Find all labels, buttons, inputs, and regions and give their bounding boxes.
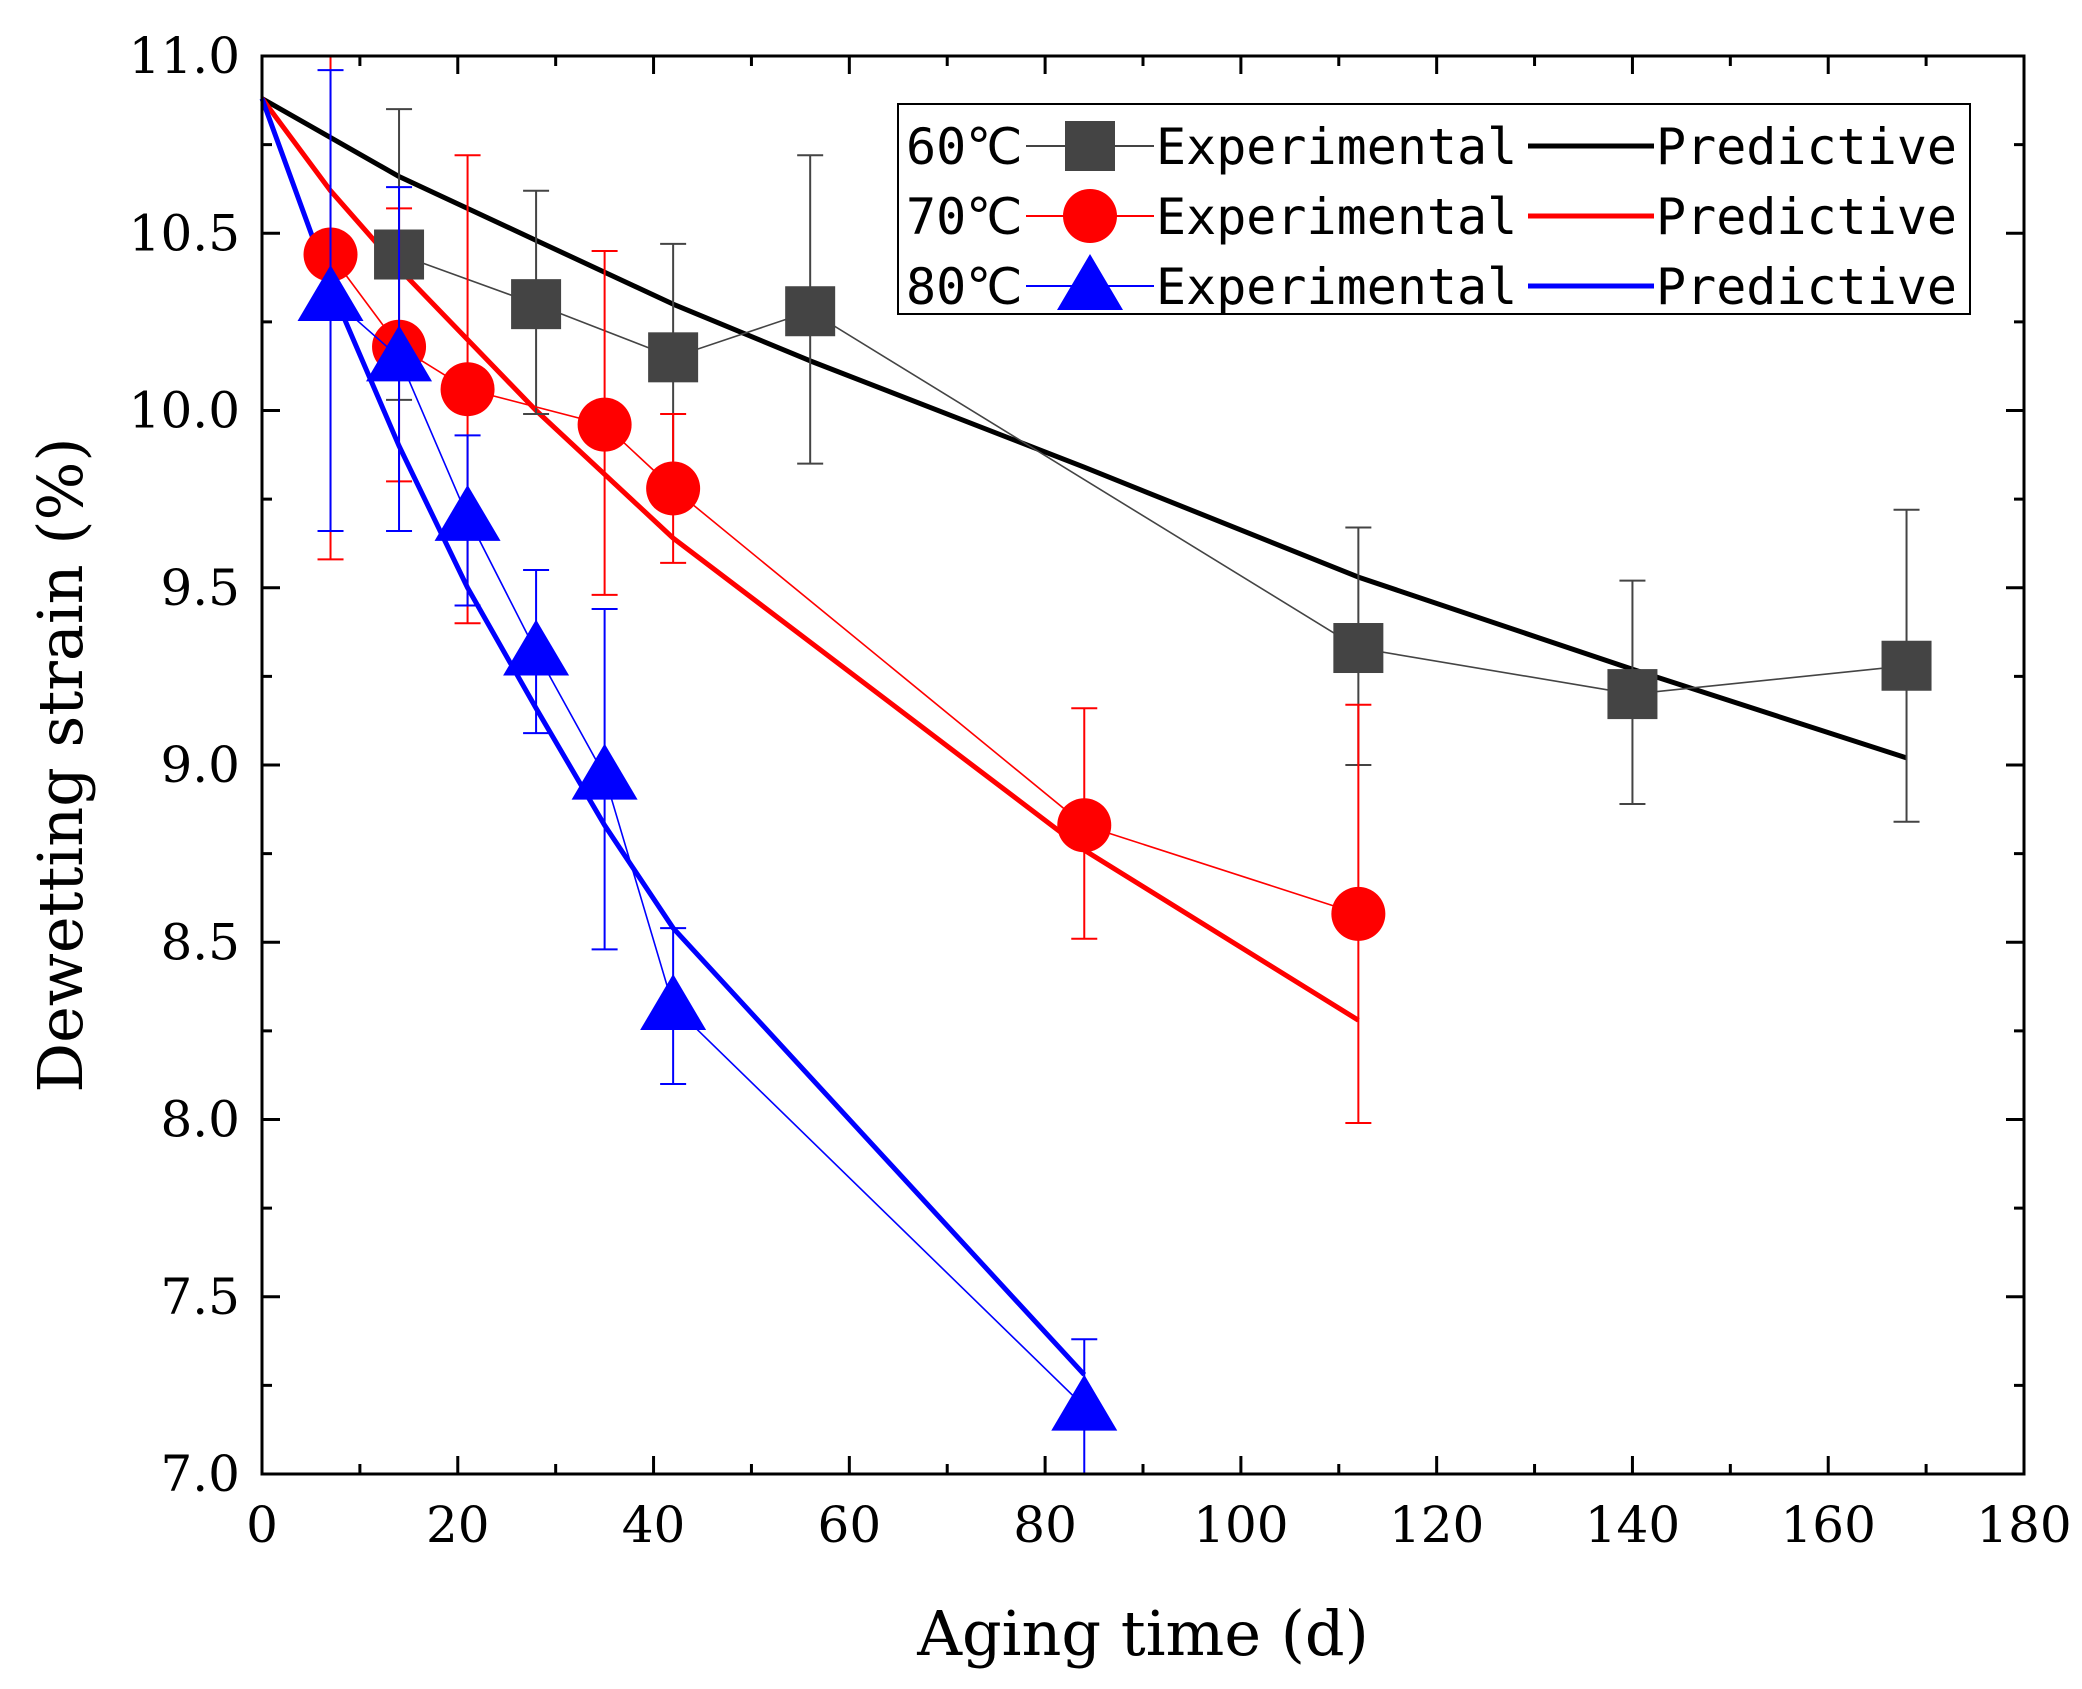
y-tick-label: 9.5 xyxy=(160,559,240,617)
x-tick-label: 140 xyxy=(1585,1496,1680,1554)
legend-temperature: 60℃ xyxy=(906,118,1022,176)
y-tick-label: 11.0 xyxy=(129,27,240,85)
y-axis-label: Dewetting strain (%) xyxy=(24,437,97,1092)
experimental-line-2 xyxy=(329,254,1359,915)
experimental-point xyxy=(648,332,699,383)
legend-pred-label: Predictive xyxy=(1656,258,1957,316)
x-tick-label: 80 xyxy=(1013,1496,1077,1554)
experimental-line-3 xyxy=(329,296,1085,1408)
y-tick-label: 8.5 xyxy=(160,913,240,971)
experimental-point xyxy=(785,286,836,337)
legend-exp-marker xyxy=(1065,121,1115,171)
experimental-point xyxy=(503,619,570,676)
experimental-point xyxy=(1051,1374,1118,1431)
x-tick-label: 20 xyxy=(426,1496,490,1554)
legend-pred-label: Predictive xyxy=(1656,188,1957,246)
legend-pred-label: Predictive xyxy=(1656,118,1957,176)
legend-exp-label: Experimental xyxy=(1156,258,1517,316)
experimental-point xyxy=(434,484,501,541)
experimental-point xyxy=(1881,640,1932,691)
y-tick-label: 10.0 xyxy=(129,382,240,440)
legend-exp-label: Experimental xyxy=(1156,118,1517,176)
experimental-point xyxy=(297,265,364,322)
legend-exp-marker xyxy=(1057,254,1123,310)
y-tick-label: 9.0 xyxy=(160,736,240,794)
experimental-point xyxy=(1607,669,1658,720)
experimental-point xyxy=(577,397,632,452)
x-tick-label: 60 xyxy=(818,1496,882,1554)
experimental-point xyxy=(511,279,562,330)
y-tick-label: 7.5 xyxy=(160,1268,240,1326)
legend-temperature: 80℃ xyxy=(906,258,1022,316)
experimental-point xyxy=(646,461,701,516)
experimental-point xyxy=(571,743,638,800)
legend-exp-label: Experimental xyxy=(1156,188,1517,246)
y-tick-label: 7.0 xyxy=(160,1445,240,1503)
x-tick-label: 180 xyxy=(1976,1496,2071,1554)
y-tick-label: 8.0 xyxy=(160,1091,240,1149)
x-tick-label: 160 xyxy=(1781,1496,1876,1554)
experimental-point xyxy=(1333,623,1384,674)
x-tick-label: 120 xyxy=(1389,1496,1484,1554)
legend-temperature: 70℃ xyxy=(906,188,1022,246)
experimental-point xyxy=(1331,886,1386,941)
experimental-point xyxy=(1057,798,1112,853)
experimental-line-1 xyxy=(398,253,1907,695)
x-tick-label: 0 xyxy=(246,1496,278,1554)
experimental-point xyxy=(366,325,433,382)
experimental-point xyxy=(640,974,707,1031)
legend-exp-marker xyxy=(1063,189,1117,243)
x-tick-label: 40 xyxy=(622,1496,686,1554)
x-tick-label: 100 xyxy=(1193,1496,1288,1554)
experimental-point xyxy=(440,362,495,417)
y-tick-label: 10.5 xyxy=(129,204,240,262)
x-axis-label: Aging time (d) xyxy=(916,1597,1369,1670)
